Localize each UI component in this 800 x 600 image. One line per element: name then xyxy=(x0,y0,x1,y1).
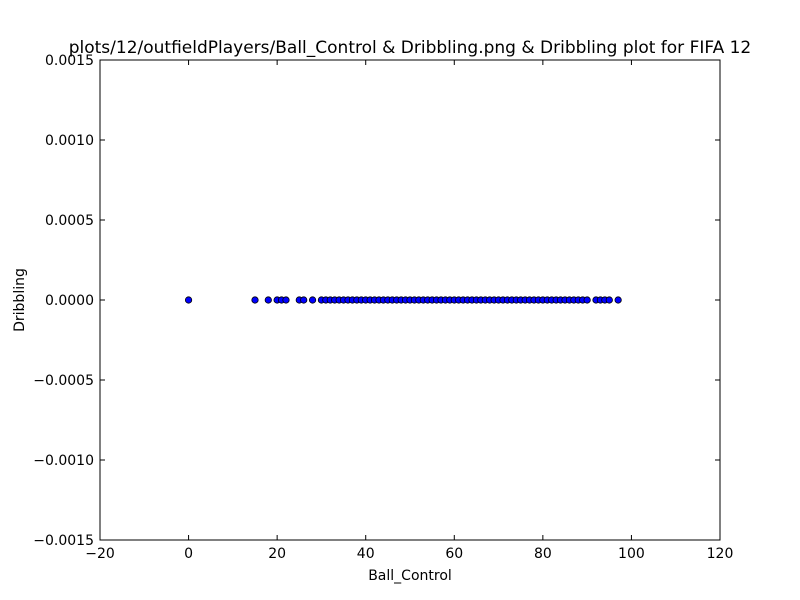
data-points xyxy=(184,296,622,304)
axis-ticks: −20 0 20 40 60 80 100 120 0.0015 0.0010 0.0005 0.00… xyxy=(33,53,733,562)
x-tick-label: −20 xyxy=(85,546,115,562)
y-tick-label: −0.0005 xyxy=(33,373,94,389)
plot-area-frame xyxy=(99,59,721,541)
x-tick-label: 60 xyxy=(445,546,463,562)
scatter-point xyxy=(264,296,272,304)
y-tick-label: −0.0015 xyxy=(33,533,94,549)
y-tick-label: 0.0015 xyxy=(45,53,94,69)
x-axis-label: Ball_Control xyxy=(368,568,452,584)
x-tick-label: 80 xyxy=(534,546,552,562)
scatter-point xyxy=(300,296,308,304)
scatter-point xyxy=(605,296,613,304)
y-axis-label: Dribbling xyxy=(12,268,28,332)
x-tick-label: 120 xyxy=(707,546,734,562)
x-tick-label: 20 xyxy=(268,546,286,562)
x-tick-label: 0 xyxy=(184,546,193,562)
scatter-point xyxy=(614,296,622,304)
x-tick-label: 100 xyxy=(618,546,645,562)
scatter-point xyxy=(583,296,591,304)
scatter-point xyxy=(251,296,259,304)
y-tick-label: 0.0000 xyxy=(45,293,94,309)
y-tick-label: −0.0010 xyxy=(33,453,94,469)
scatter-point xyxy=(184,296,193,304)
chart-title: plots/12/outfieldPlayers/Ball_Control & … xyxy=(69,38,752,58)
scatter-point xyxy=(282,296,290,304)
scatter-point xyxy=(308,296,317,304)
y-tick-label: 0.0005 xyxy=(45,213,94,229)
y-tick-label: 0.0010 xyxy=(45,133,94,149)
x-tick-label: 40 xyxy=(357,546,375,562)
